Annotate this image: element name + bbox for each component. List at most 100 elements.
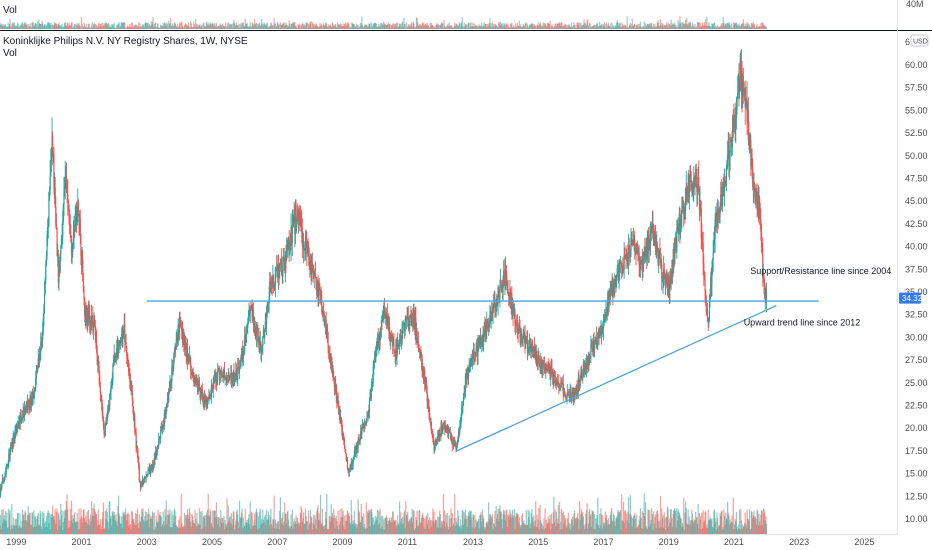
top-volume-bar	[740, 25, 742, 29]
top-volume-bar	[156, 23, 159, 29]
top-volume-bar	[343, 23, 345, 29]
candle-body	[72, 235, 74, 246]
volume-bar	[567, 512, 569, 534]
top-volume-bar	[476, 27, 478, 29]
volume-bar	[287, 510, 289, 534]
top-volume-bar	[703, 22, 706, 29]
top-volume-bar	[165, 26, 167, 29]
upward-trend-line[interactable]	[456, 305, 777, 452]
candle-body	[397, 344, 399, 346]
top-volume-bar	[215, 24, 217, 29]
candle-body	[244, 335, 246, 352]
volume-bar	[266, 519, 268, 534]
volume-bar	[112, 511, 114, 534]
volume-bar	[50, 514, 52, 534]
top-volume-bar	[481, 26, 483, 29]
candle-body	[715, 214, 717, 224]
candle-body	[646, 247, 648, 260]
annotations[interactable]: Support/Resistance line since 2004Upward…	[146, 266, 892, 452]
candle-body	[160, 426, 162, 433]
volume-bar	[604, 511, 606, 534]
volume-bar	[163, 525, 165, 534]
top-volume-bar	[333, 26, 335, 29]
top-volume-bar	[294, 26, 297, 29]
candle-body	[531, 346, 534, 348]
top-volume-bar	[194, 27, 196, 29]
candle-body	[650, 231, 652, 233]
top-volume-bar	[45, 25, 48, 29]
volume-bar	[721, 510, 723, 534]
top-volume-bar	[171, 25, 173, 29]
volume-bar	[43, 513, 45, 534]
candle-body	[108, 405, 110, 409]
candle-body	[685, 187, 687, 211]
top-volume-bar	[255, 23, 258, 29]
candle-body	[190, 370, 192, 374]
currency-badge[interactable]	[910, 34, 929, 47]
candle-body	[296, 214, 298, 219]
volume-bar	[240, 512, 243, 534]
candle-body	[456, 443, 458, 449]
top-volume-bar	[3, 26, 5, 29]
volume-bar	[70, 520, 72, 534]
volume-bar	[585, 509, 588, 534]
top-volume-bar	[93, 25, 95, 29]
top-volume-bar	[363, 26, 365, 29]
top-volume-bar	[506, 23, 508, 29]
volume-bar	[505, 509, 507, 534]
candle-body	[372, 382, 374, 384]
candle-body	[203, 395, 206, 406]
volume-bar	[462, 524, 465, 534]
top-volume-bar	[314, 23, 316, 29]
volume-bar	[634, 512, 636, 534]
candle-body	[129, 371, 131, 382]
candle-body	[607, 292, 609, 312]
volume-bar	[320, 524, 322, 534]
top-volume-bar	[15, 25, 17, 29]
volume-bar	[549, 515, 551, 534]
volume-bar	[218, 516, 220, 534]
candle-body	[523, 333, 525, 334]
volume-bar	[558, 501, 561, 534]
top-volume-bar	[348, 23, 350, 29]
candle-body	[8, 454, 11, 460]
candle-body	[25, 406, 27, 413]
top-volume-bar	[203, 26, 206, 29]
price-tick-label: 15.00	[905, 469, 928, 479]
volume-bar	[58, 514, 60, 534]
candle-body	[398, 339, 401, 345]
chart-title[interactable]: Koninklijke Philips N.V. NY Registry Sha…	[3, 36, 248, 47]
top-volume-bar	[163, 25, 165, 29]
candle-body	[669, 275, 671, 292]
top-volume-bar	[179, 22, 181, 29]
top-volume-bar	[334, 23, 337, 29]
top-volume-bar	[55, 23, 58, 29]
volume-bar	[389, 520, 391, 534]
candle-body	[742, 75, 744, 92]
top-volume-bar	[158, 27, 160, 29]
price-axis[interactable]: 10.0012.5015.0017.5020.0022.5025.0027.50…	[905, 60, 928, 524]
candle-body	[91, 316, 93, 324]
volume-bar	[0, 528, 2, 534]
top-volume-bar	[195, 18, 197, 29]
candle-body	[303, 245, 305, 251]
candle-body	[629, 249, 631, 255]
top-volume-bar	[749, 26, 751, 29]
candle-body	[230, 372, 233, 383]
time-axis[interactable]: 1999 2001 2003 2005 2007 2009 2011 2013 2015 2017…	[6, 537, 874, 547]
top-volume-bar	[283, 22, 285, 29]
candle-body	[572, 391, 574, 399]
top-volume-bar	[138, 22, 140, 29]
volume-bar	[649, 509, 651, 534]
top-volume-bar	[39, 23, 41, 29]
volume-bar	[757, 525, 759, 534]
volume-bar	[251, 512, 253, 534]
candle-body	[206, 401, 208, 405]
volume-bar	[403, 512, 405, 534]
volume-bar	[430, 526, 433, 534]
candle-body	[69, 224, 71, 235]
volume-indicator-label[interactable]: Vol	[3, 48, 17, 59]
candle-body	[533, 347, 536, 356]
volume-bar	[701, 528, 704, 534]
